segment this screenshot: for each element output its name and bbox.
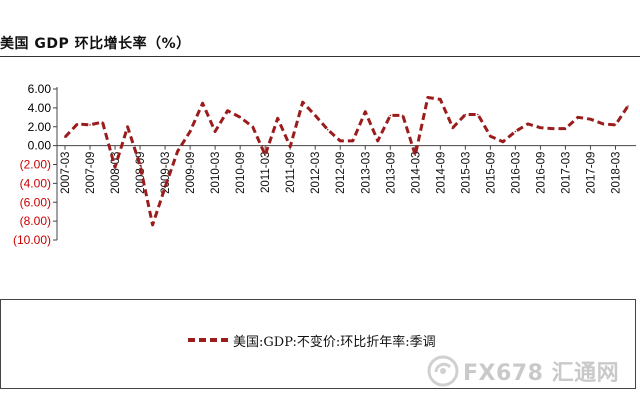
gdp-line-chart: 6.00 4.00 2.00 0.00 (2.00) (4.00) (6.00) (8.00)… <box>13 82 636 247</box>
data-point <box>589 118 592 120</box>
x-tick-label: 2014-03 <box>410 152 422 194</box>
data-point <box>301 101 304 103</box>
data-point <box>552 127 554 130</box>
data-point <box>414 154 417 156</box>
data-point <box>176 150 179 153</box>
watermark: FX678 汇通网 <box>427 353 637 389</box>
data-point <box>76 123 79 125</box>
data-point <box>489 135 492 137</box>
data-point <box>314 114 317 117</box>
data-point <box>577 116 579 119</box>
data-point <box>614 124 617 126</box>
data-point <box>539 126 542 129</box>
series-layer <box>63 96 630 227</box>
x-tick-label: 2015-09 <box>485 152 497 194</box>
x-tick-label: 2017-09 <box>585 152 597 194</box>
data-point <box>477 113 479 116</box>
x-tick-label: 2009-03 <box>160 152 172 194</box>
data-point <box>389 114 392 117</box>
x-tick-label: 2008-03 <box>110 152 122 194</box>
data-point <box>364 110 367 113</box>
data-point <box>427 96 429 99</box>
data-point <box>627 105 629 107</box>
data-point <box>326 128 329 131</box>
data-point <box>514 130 517 133</box>
y-tick-label: (4.00) <box>20 176 51 190</box>
data-point <box>464 113 467 116</box>
x-tick-label: 2007-09 <box>85 152 97 194</box>
y-tick-label: 6.00 <box>28 82 52 96</box>
y-axis-ticks: 6.00 4.00 2.00 0.00 (2.00) (4.00) (6.00) (8.00)… <box>13 82 57 247</box>
data-point <box>64 136 66 138</box>
data-point <box>89 124 91 126</box>
y-tick-label: (6.00) <box>20 195 51 209</box>
data-point <box>439 98 442 101</box>
data-point <box>251 126 254 128</box>
chart-title: 美国 GDP 环比增长率（%） <box>0 36 191 52</box>
fx678-logo-icon <box>427 355 459 387</box>
data-point <box>114 166 116 169</box>
legend-box: 美国:GDP:不变价:环比折年率:季调 <box>0 299 636 389</box>
data-point <box>164 186 166 188</box>
x-tick-label: 2011-03 <box>260 152 272 193</box>
x-tick-label: 2016-09 <box>535 152 547 194</box>
data-point <box>214 130 216 133</box>
x-axis-ticks: 2007-03 2007-09 2008-03 2008-09 2009-03 2009-… <box>60 145 622 194</box>
data-point <box>452 126 454 129</box>
data-point <box>139 164 141 167</box>
data-point <box>502 141 504 143</box>
x-tick-label: 2007-03 <box>60 152 72 194</box>
y-tick-label: (8.00) <box>20 214 51 228</box>
y-tick-label: (10.00) <box>13 233 51 247</box>
data-point <box>402 114 404 117</box>
y-tick-label: 4.00 <box>28 101 52 115</box>
x-tick-label: 2010-09 <box>235 152 247 194</box>
series-line-us-gdp <box>63 96 630 227</box>
data-point <box>339 140 342 142</box>
x-tick-label: 2017-03 <box>560 152 572 194</box>
data-point <box>151 224 154 226</box>
y-tick-label: 0.00 <box>28 139 52 153</box>
y-tick-label: 2.00 <box>28 120 52 134</box>
x-tick-label: 2013-03 <box>360 152 372 194</box>
x-tick-label: 2018-03 <box>610 152 622 194</box>
data-point <box>564 127 567 130</box>
x-tick-label: 2014-09 <box>435 152 447 194</box>
x-tick-label: 2011-09 <box>285 152 297 193</box>
x-tick-label: 2009-09 <box>185 152 197 194</box>
data-point <box>226 109 229 112</box>
data-point <box>201 102 204 104</box>
legend-item: 美国:GDP:不变价:环比折年率:季调 <box>187 331 436 350</box>
data-point <box>264 154 267 156</box>
legend-label: 美国:GDP:不变价:环比折年率:季调 <box>233 334 436 350</box>
data-point <box>126 126 129 128</box>
data-point <box>527 123 529 125</box>
data-point <box>602 123 604 125</box>
data-point <box>189 130 191 133</box>
data-point <box>101 121 104 123</box>
y-tick-label: (2.00) <box>20 158 51 172</box>
x-tick-label: 2013-09 <box>385 152 397 194</box>
legend-swatch-dashed-line <box>188 338 228 342</box>
data-point <box>239 116 241 119</box>
data-point <box>276 117 279 120</box>
watermark-text: FX678 汇通网 <box>463 361 620 386</box>
data-point <box>377 140 379 142</box>
title-divider <box>0 56 640 57</box>
x-tick-label: 2015-03 <box>460 152 472 194</box>
x-tick-label: 2012-03 <box>310 152 322 194</box>
data-point <box>352 140 354 142</box>
x-tick-label: 2016-03 <box>510 152 522 194</box>
x-tick-label: 2012-09 <box>335 152 347 194</box>
data-point <box>289 145 292 148</box>
chart-axes <box>56 87 636 240</box>
x-tick-label: 2010-03 <box>210 152 222 194</box>
